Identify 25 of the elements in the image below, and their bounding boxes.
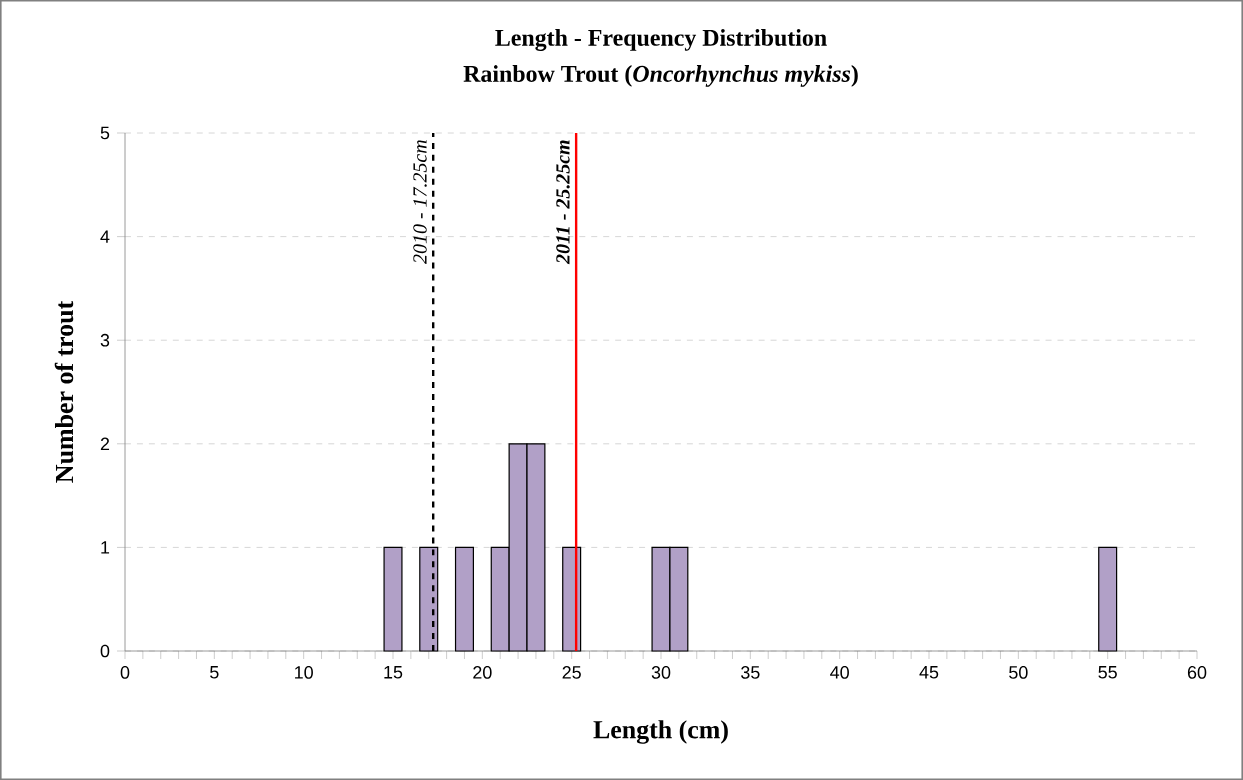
ref-line-label: 2011 - 25.25cm <box>556 140 570 265</box>
x-tick-label: 60 <box>1187 666 1207 679</box>
x-tick-label: 20 <box>473 666 492 679</box>
x-tick-label: 5 <box>210 666 219 679</box>
x-tick-label: 50 <box>1009 666 1028 679</box>
x-tick-label: 45 <box>919 666 939 679</box>
x-tick-label: 30 <box>651 666 671 679</box>
y-axis-title: Number of trout <box>54 301 74 483</box>
chart-title: Length - Frequency Distribution <box>495 29 827 51</box>
x-tick-label: 0 <box>120 666 130 679</box>
chart-subtitle: Rainbow Trout (Oncorhynchus mykiss) <box>463 65 858 87</box>
y-tick-label: 4 <box>100 230 110 243</box>
ref-line-label: 2010 - 17.25cm <box>413 140 427 264</box>
y-tick-label: 3 <box>100 333 110 347</box>
x-tick-label: 55 <box>1098 666 1117 679</box>
y-tick-label: 1 <box>101 541 110 554</box>
x-tick-label: 25 <box>562 666 581 679</box>
x-tick-label: 40 <box>830 666 849 679</box>
x-tick-label: 10 <box>295 666 313 679</box>
x-tick-label: 35 <box>741 666 760 679</box>
y-tick-label: 2 <box>100 437 110 451</box>
y-tick-label: 0 <box>100 644 110 658</box>
y-tick-label: 5 <box>100 126 110 140</box>
x-axis-title: Length (cm) <box>593 720 728 744</box>
x-tick-label: 15 <box>384 666 403 679</box>
